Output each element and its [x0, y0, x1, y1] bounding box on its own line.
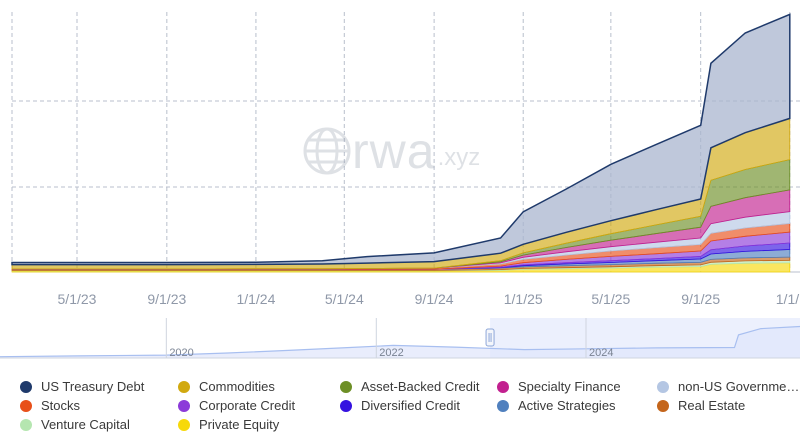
legend-label: Diversified Credit	[361, 398, 460, 413]
series-area	[11, 13, 791, 266]
legend-label: Specialty Finance	[518, 379, 621, 394]
legend-item[interactable]: Venture Capital	[20, 417, 130, 432]
legend-label: Corporate Credit	[199, 398, 296, 413]
stacked-areas	[11, 13, 791, 273]
legend-item[interactable]: Private Equity	[178, 417, 279, 432]
legend-swatch-icon	[178, 418, 190, 431]
legend-item[interactable]: non-US Governme…	[657, 379, 799, 394]
legend-swatch-icon	[657, 380, 669, 393]
legend-swatch-icon	[340, 380, 352, 393]
navigator-tick-label: 2024	[589, 347, 613, 359]
x-tick-label: 1/1/25	[504, 291, 543, 307]
chart-legend: US Treasury Debt Commodities Asset-Backed …	[0, 374, 800, 445]
x-tick-label: 9/1/23	[147, 291, 186, 307]
watermark-brand: rwa	[352, 123, 436, 179]
navigator-series: 2020 2022 2024	[0, 318, 800, 359]
legend-label: Stocks	[41, 398, 81, 413]
legend-item[interactable]: Active Strategies	[497, 398, 616, 413]
legend-swatch-icon	[178, 380, 190, 393]
legend-swatch-icon	[340, 399, 352, 412]
legend-swatch-icon	[497, 399, 509, 412]
legend-item[interactable]: Corporate Credit	[178, 398, 295, 413]
legend-label: Commodities	[199, 379, 275, 394]
navigator-handle[interactable]	[485, 328, 495, 347]
legend-label: non-US Governme…	[678, 379, 800, 394]
legend-swatch-icon	[20, 380, 32, 393]
x-tick-label: 5/1/23	[58, 291, 97, 307]
legend-item[interactable]: Commodities	[178, 379, 275, 394]
rwa-watermark: rwa .xyz	[302, 122, 480, 180]
legend-swatch-icon	[497, 380, 509, 393]
legend-item[interactable]: Specialty Finance	[497, 379, 621, 394]
x-tick-label: 1/1/24	[236, 291, 275, 307]
legend-label: Asset-Backed Credit	[361, 379, 480, 394]
legend-swatch-icon	[20, 418, 32, 431]
navigator-line	[0, 325, 800, 358]
legend-item[interactable]: Real Estate	[657, 398, 745, 413]
globe-icon	[303, 127, 351, 175]
legend-item[interactable]: US Treasury Debt	[20, 379, 144, 394]
legend-label: US Treasury Debt	[41, 379, 145, 394]
watermark-suffix: .xyz	[437, 144, 481, 171]
legend-label: Venture Capital	[41, 417, 130, 432]
legend-item[interactable]: Asset-Backed Credit	[340, 379, 480, 394]
legend-item[interactable]: Stocks	[20, 398, 80, 413]
x-tick-label: 9/1/24	[415, 291, 454, 307]
legend-swatch-icon	[657, 399, 669, 412]
legend-label: Real Estate	[678, 398, 746, 413]
legend-swatch-icon	[20, 399, 32, 412]
x-tick-label: 5/1/25	[591, 291, 630, 307]
x-tick-label: 9/1/25	[681, 291, 720, 307]
navigator-tick-label: 2022	[379, 347, 403, 359]
range-navigator[interactable]: 2020 2022 2024	[0, 318, 800, 364]
legend-label: Active Strategies	[518, 398, 616, 413]
x-tick-label: 1/1/	[776, 291, 799, 307]
legend-swatch-icon	[178, 399, 190, 412]
main-chart[interactable]: 5/1/23 9/1/23 1/1/24 5/1/24 9/1/24 1/1/25 5/1/…	[0, 0, 800, 318]
x-axis-ticks: 5/1/23 9/1/23 1/1/24 5/1/24 9/1/24 1/1/25 5/1/…	[58, 291, 800, 307]
legend-label: Private Equity	[199, 417, 280, 432]
legend-item[interactable]: Diversified Credit	[340, 398, 460, 413]
navigator-tick-label: 2020	[169, 347, 193, 359]
navigator-area	[0, 326, 800, 358]
x-tick-label: 5/1/24	[325, 291, 364, 307]
